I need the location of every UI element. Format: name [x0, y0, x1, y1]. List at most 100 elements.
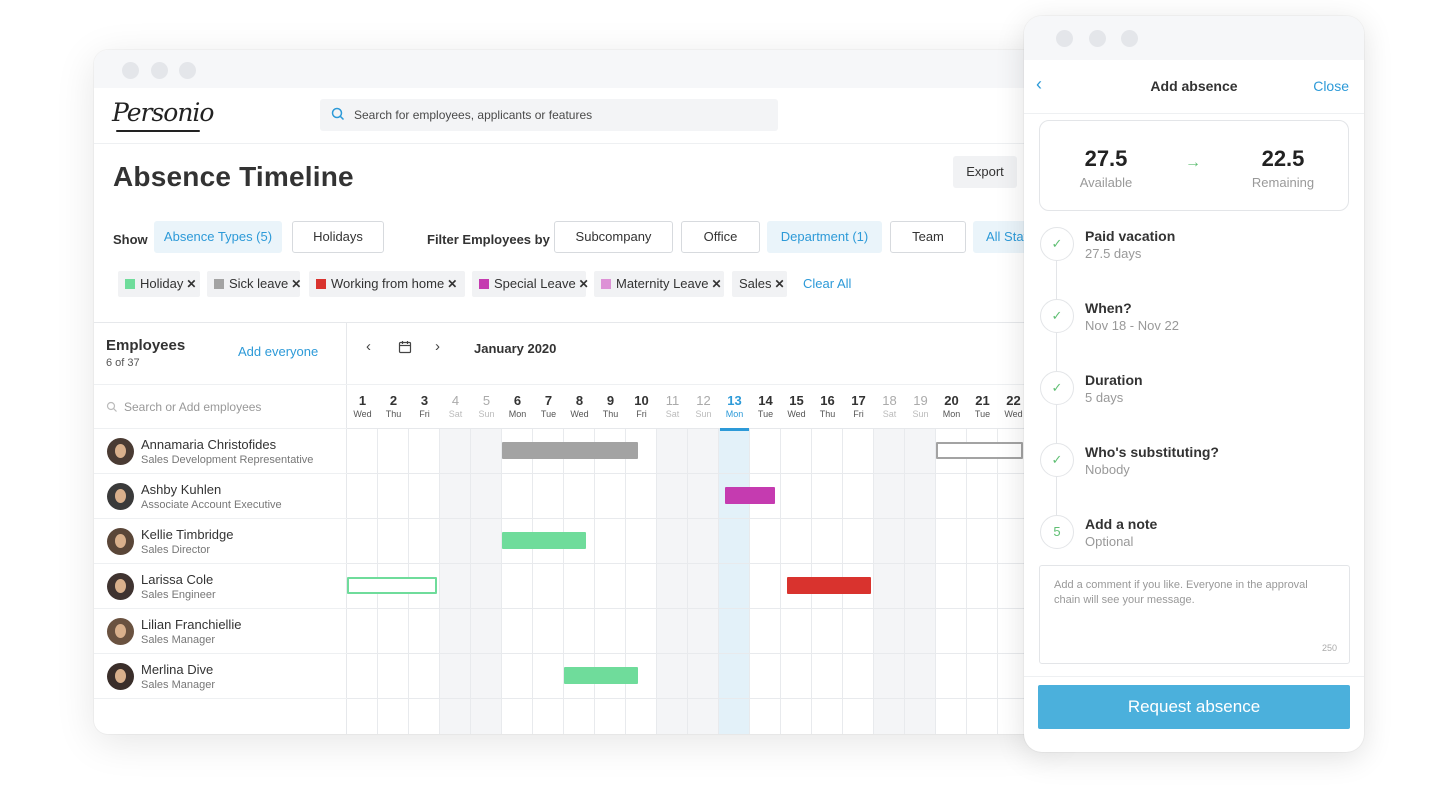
day-header-cell: 19 Sun	[905, 385, 936, 430]
day-column[interactable]	[874, 429, 905, 734]
day-column[interactable]	[750, 429, 781, 734]
remove-chip-icon[interactable]: ✕	[447, 277, 458, 291]
day-header-cell: 1 Wed	[347, 385, 378, 430]
global-search[interactable]	[320, 99, 778, 131]
day-column[interactable]	[843, 429, 874, 734]
day-header-cell: 17 Fri	[843, 385, 874, 430]
avatar-face	[115, 489, 126, 503]
step-title[interactable]: Paid vacation	[1085, 228, 1176, 244]
day-column[interactable]	[409, 429, 440, 734]
calendar-nav: ‹ › January 2020	[347, 323, 1054, 384]
day-column[interactable]	[626, 429, 657, 734]
chip-label: Sick leave	[229, 276, 289, 291]
employee-search[interactable]	[94, 384, 347, 429]
day-column[interactable]	[440, 429, 471, 734]
day-column[interactable]	[564, 429, 595, 734]
employee-row[interactable]: Lilian Franchiellie Sales Manager	[94, 609, 347, 654]
absence-bar[interactable]	[725, 487, 775, 504]
day-column[interactable]	[533, 429, 564, 734]
day-header-cell: 20 Mon	[936, 385, 967, 430]
step-title[interactable]: Duration	[1085, 372, 1143, 388]
weekday-label: Sun	[695, 409, 712, 419]
day-number: 11	[665, 393, 680, 408]
employee-name: Larissa Cole	[141, 572, 214, 587]
absence-bar[interactable]	[787, 577, 871, 594]
filter-chip[interactable]: Maternity Leave ✕	[594, 271, 724, 297]
personio-logo[interactable]: Personio	[112, 98, 214, 127]
department-filter[interactable]: Department (1)	[767, 221, 882, 253]
filter-chip[interactable]: Sick leave ✕	[207, 271, 302, 297]
step-title[interactable]: Add a note	[1085, 516, 1158, 532]
step-title[interactable]: When?	[1085, 300, 1132, 316]
remove-chip-icon[interactable]: ✕	[578, 277, 589, 291]
employee-name: Annamaria Christofides	[141, 437, 277, 452]
day-number: 19	[913, 393, 928, 408]
note-field[interactable]: 250	[1039, 565, 1350, 664]
close-button[interactable]: Close	[1313, 78, 1349, 94]
filter-employees-label: Filter Employees by	[427, 232, 550, 247]
employee-row[interactable]: Annamaria Christofides Sales Development …	[94, 429, 347, 474]
team-filter[interactable]: Team	[890, 221, 966, 253]
employee-row[interactable]: Merlina Dive Sales Manager	[94, 654, 347, 699]
window-dot	[179, 62, 196, 79]
previous-month-button[interactable]: ‹	[366, 338, 371, 355]
avatar-face	[115, 444, 126, 458]
request-absence-button[interactable]: Request absence	[1038, 685, 1350, 729]
day-header-cell: 7 Tue	[533, 385, 564, 430]
export-button[interactable]: Export	[953, 156, 1017, 188]
day-header-cell: 12 Sun	[688, 385, 719, 430]
employee-search-input[interactable]	[124, 397, 334, 417]
employee-role: Sales Manager	[141, 634, 215, 646]
filter-chip[interactable]: Holiday ✕	[118, 271, 200, 297]
clear-all-link[interactable]: Clear All	[803, 276, 852, 291]
step-title[interactable]: Who's substituting?	[1085, 444, 1219, 460]
day-number: 16	[820, 393, 835, 408]
row-divider	[347, 563, 1054, 564]
weekday-label: Sat	[882, 409, 897, 419]
day-number: 22	[1006, 393, 1021, 408]
weekday-label: Fri	[853, 409, 864, 419]
employee-row[interactable]: Kellie Timbridge Sales Director	[94, 519, 347, 564]
absence-bar[interactable]	[502, 442, 639, 459]
office-filter[interactable]: Office	[681, 221, 760, 253]
holidays-filter[interactable]: Holidays	[292, 221, 384, 253]
day-column[interactable]	[905, 429, 936, 734]
chip-label: Maternity Leave	[616, 276, 709, 291]
day-column[interactable]	[595, 429, 626, 734]
employee-row[interactable]: Ashby Kuhlen Associate Account Executive	[94, 474, 347, 519]
remove-chip-icon[interactable]: ✕	[291, 277, 302, 291]
remove-chip-icon[interactable]: ✕	[774, 277, 785, 291]
back-icon[interactable]: ‹	[1036, 74, 1042, 94]
day-column[interactable]	[936, 429, 967, 734]
day-column[interactable]	[967, 429, 998, 734]
color-swatch	[479, 279, 489, 289]
day-column[interactable]	[471, 429, 502, 734]
day-column[interactable]	[502, 429, 533, 734]
avatar	[107, 483, 134, 510]
day-column[interactable]	[657, 429, 688, 734]
absence-bar[interactable]	[502, 532, 586, 549]
remove-chip-icon[interactable]: ✕	[711, 277, 722, 291]
note-textarea[interactable]	[1040, 566, 1349, 663]
next-month-button[interactable]: ›	[435, 338, 440, 355]
search-icon	[331, 107, 345, 121]
filter-chip[interactable]: Special Leave ✕	[472, 271, 589, 297]
add-absence-title: Add absence	[1150, 78, 1238, 94]
subcompany-filter[interactable]: Subcompany	[554, 221, 673, 253]
remove-chip-icon[interactable]: ✕	[186, 277, 197, 291]
global-search-input[interactable]	[354, 99, 764, 131]
calendar-icon[interactable]	[398, 340, 412, 354]
day-header-cell: 15 Wed	[781, 385, 812, 430]
day-column[interactable]	[688, 429, 719, 734]
weekday-label: Sat	[665, 409, 680, 419]
employee-row[interactable]: Larissa Cole Sales Engineer	[94, 564, 347, 609]
absence-bar[interactable]	[564, 667, 639, 684]
absence-types-filter[interactable]: Absence Types (5)	[154, 221, 282, 253]
add-everyone-link[interactable]: Add everyone	[238, 344, 319, 359]
filter-chip[interactable]: Sales ✕	[732, 271, 787, 297]
absence-bar[interactable]	[936, 442, 1023, 459]
filter-chip[interactable]: Working from home ✕	[309, 271, 465, 297]
day-column[interactable]	[719, 429, 750, 734]
absence-bar[interactable]	[347, 577, 437, 594]
day-number: 13	[727, 393, 742, 408]
